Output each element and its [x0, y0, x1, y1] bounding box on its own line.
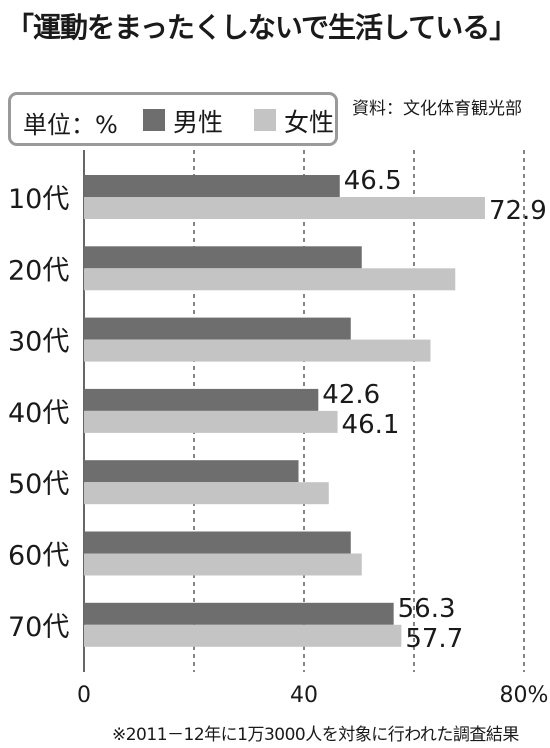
footnote: ※2011－12年に1万3000人を対象に行われた調査結果 — [112, 725, 519, 745]
bar-male-20代 — [84, 246, 362, 269]
category-label-30代: 30代 — [8, 327, 69, 358]
legend: 単位：% 男性 女性 — [8, 92, 338, 146]
legend-male-swatch — [143, 109, 165, 131]
bar-male-30代 — [84, 317, 351, 340]
data-label-male-10代: 46.5 — [344, 166, 402, 196]
bar-female-10代 — [84, 197, 485, 219]
x-tick-label-0: 0 — [77, 683, 91, 708]
legend-female-label: 女性 — [284, 108, 335, 137]
bar-male-10代 — [84, 175, 340, 197]
bar-female-50代 — [84, 482, 329, 505]
category-label-50代: 50代 — [8, 469, 69, 500]
bar-female-60代 — [84, 553, 362, 576]
x-tick-label-40: 40 — [290, 683, 318, 708]
category-label-60代: 60代 — [8, 541, 69, 572]
bar-female-20代 — [84, 268, 456, 291]
bar-male-60代 — [84, 531, 351, 554]
category-label-20代: 20代 — [8, 255, 69, 286]
bar-male-50代 — [84, 460, 299, 483]
data-label-female-40代: 46.1 — [342, 410, 400, 440]
category-label-70代: 70代 — [8, 612, 69, 643]
legend-female-swatch — [254, 109, 276, 131]
category-label-40代: 40代 — [8, 398, 69, 429]
category-label-10代: 10代 — [8, 184, 69, 215]
x-tick-label-80: 80% — [500, 683, 549, 708]
legend-male-label: 男性 — [173, 108, 224, 137]
chart-title: 「運動をまったくしないで生活している」 — [6, 11, 517, 44]
legend-unit: 単位：% — [23, 111, 118, 139]
bar-male-40代 — [84, 388, 319, 411]
bar-female-30代 — [84, 339, 431, 362]
data-label-male-70代: 56.3 — [398, 594, 456, 624]
bar-male-70代 — [84, 602, 394, 625]
bar-female-70代 — [84, 624, 402, 647]
source-note: 資料：文化体育観光部 — [352, 99, 522, 119]
data-label-female-70代: 57.7 — [405, 624, 463, 654]
data-label-female-10代: 72.9 — [489, 196, 547, 226]
data-label-male-40代: 42.6 — [322, 380, 380, 410]
bar-female-40代 — [84, 410, 338, 433]
